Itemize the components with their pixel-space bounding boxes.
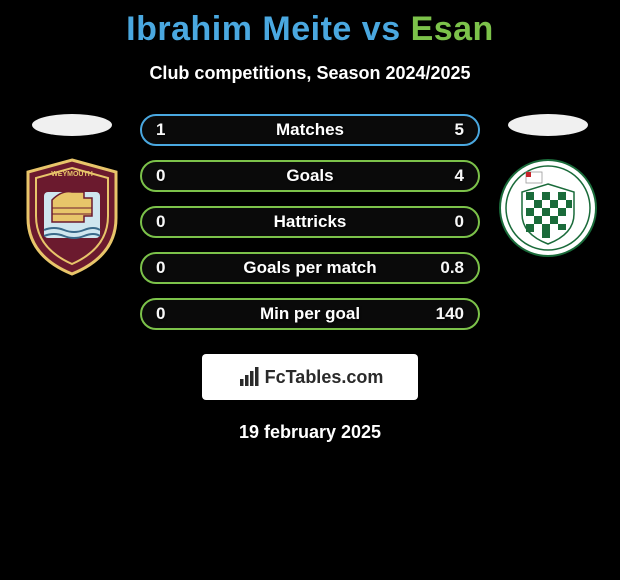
title-player2: Esan <box>411 10 494 48</box>
stat-left-value: 0 <box>156 166 186 186</box>
stat-row: 0Min per goal140 <box>140 298 480 330</box>
svg-text:WEYMOUTH: WEYMOUTH <box>51 171 93 178</box>
stat-label: Min per goal <box>142 304 478 324</box>
comparison-row: WEYMOUTH 1Matches50Goals40Hattricks00Goa… <box>0 114 620 330</box>
logo-text: FcTables.com <box>265 367 384 388</box>
stat-left-value: 0 <box>156 258 186 278</box>
stat-right-value: 5 <box>434 120 464 140</box>
page-title: Ibrahim Meite vs Esan <box>0 0 620 49</box>
stat-right-value: 4 <box>434 166 464 186</box>
stat-label: Hattricks <box>142 212 478 232</box>
left-oval-shadow <box>32 114 112 136</box>
left-crest-column: WEYMOUTH <box>22 114 122 276</box>
stat-label: Goals per match <box>142 258 478 278</box>
right-crest-column <box>498 114 598 258</box>
subtitle: Club competitions, Season 2024/2025 <box>0 63 620 84</box>
stat-right-value: 0.8 <box>434 258 464 278</box>
stat-left-value: 1 <box>156 120 186 140</box>
right-club-crest <box>498 158 598 258</box>
stat-row: 0Goals4 <box>140 160 480 192</box>
title-vs: vs <box>352 10 411 48</box>
bar-chart-icon <box>237 365 261 389</box>
stat-label: Goals <box>142 166 478 186</box>
stats-column: 1Matches50Goals40Hattricks00Goals per ma… <box>140 114 480 330</box>
fctables-logo: FcTables.com <box>202 354 418 400</box>
left-club-crest: WEYMOUTH <box>22 158 122 276</box>
stat-left-value: 0 <box>156 212 186 232</box>
stat-row: 0Hattricks0 <box>140 206 480 238</box>
stat-left-value: 0 <box>156 304 186 324</box>
stat-label: Matches <box>142 120 478 140</box>
date-line: 19 february 2025 <box>0 422 620 443</box>
round-badge-icon <box>498 158 598 258</box>
right-oval-shadow <box>508 114 588 136</box>
title-player1: Ibrahim Meite <box>126 10 352 48</box>
stat-row: 0Goals per match0.8 <box>140 252 480 284</box>
shield-icon: WEYMOUTH <box>22 158 122 276</box>
stat-right-value: 140 <box>434 304 464 324</box>
stat-right-value: 0 <box>434 212 464 232</box>
stat-row: 1Matches5 <box>140 114 480 146</box>
